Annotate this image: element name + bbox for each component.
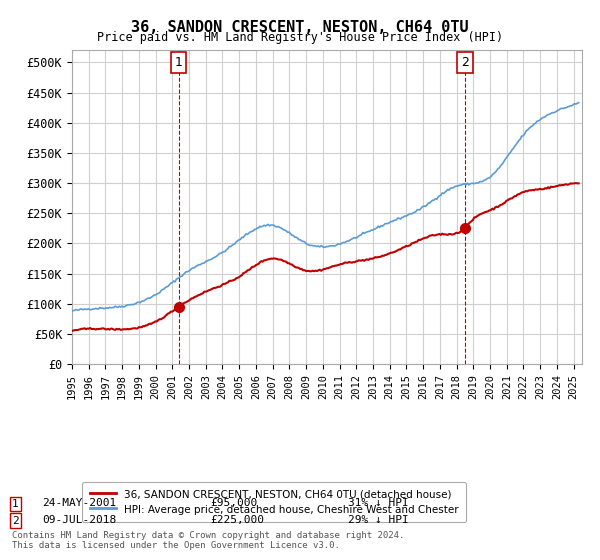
Text: 24-MAY-2001: 24-MAY-2001 bbox=[42, 498, 116, 508]
Text: 36, SANDON CRESCENT, NESTON, CH64 0TU: 36, SANDON CRESCENT, NESTON, CH64 0TU bbox=[131, 20, 469, 35]
Text: 29% ↓ HPI: 29% ↓ HPI bbox=[348, 515, 409, 525]
Legend: 36, SANDON CRESCENT, NESTON, CH64 0TU (detached house), HPI: Average price, deta: 36, SANDON CRESCENT, NESTON, CH64 0TU (d… bbox=[82, 482, 466, 522]
Text: 31% ↓ HPI: 31% ↓ HPI bbox=[348, 498, 409, 508]
Text: 1: 1 bbox=[175, 56, 182, 69]
Text: 2: 2 bbox=[12, 516, 19, 526]
Text: Contains HM Land Registry data © Crown copyright and database right 2024.
This d: Contains HM Land Registry data © Crown c… bbox=[12, 530, 404, 550]
Text: £95,000: £95,000 bbox=[210, 498, 257, 508]
Text: 2: 2 bbox=[461, 56, 469, 69]
Text: 1: 1 bbox=[12, 499, 19, 509]
Text: £225,000: £225,000 bbox=[210, 515, 264, 525]
Text: Price paid vs. HM Land Registry's House Price Index (HPI): Price paid vs. HM Land Registry's House … bbox=[97, 31, 503, 44]
Text: 09-JUL-2018: 09-JUL-2018 bbox=[42, 515, 116, 525]
